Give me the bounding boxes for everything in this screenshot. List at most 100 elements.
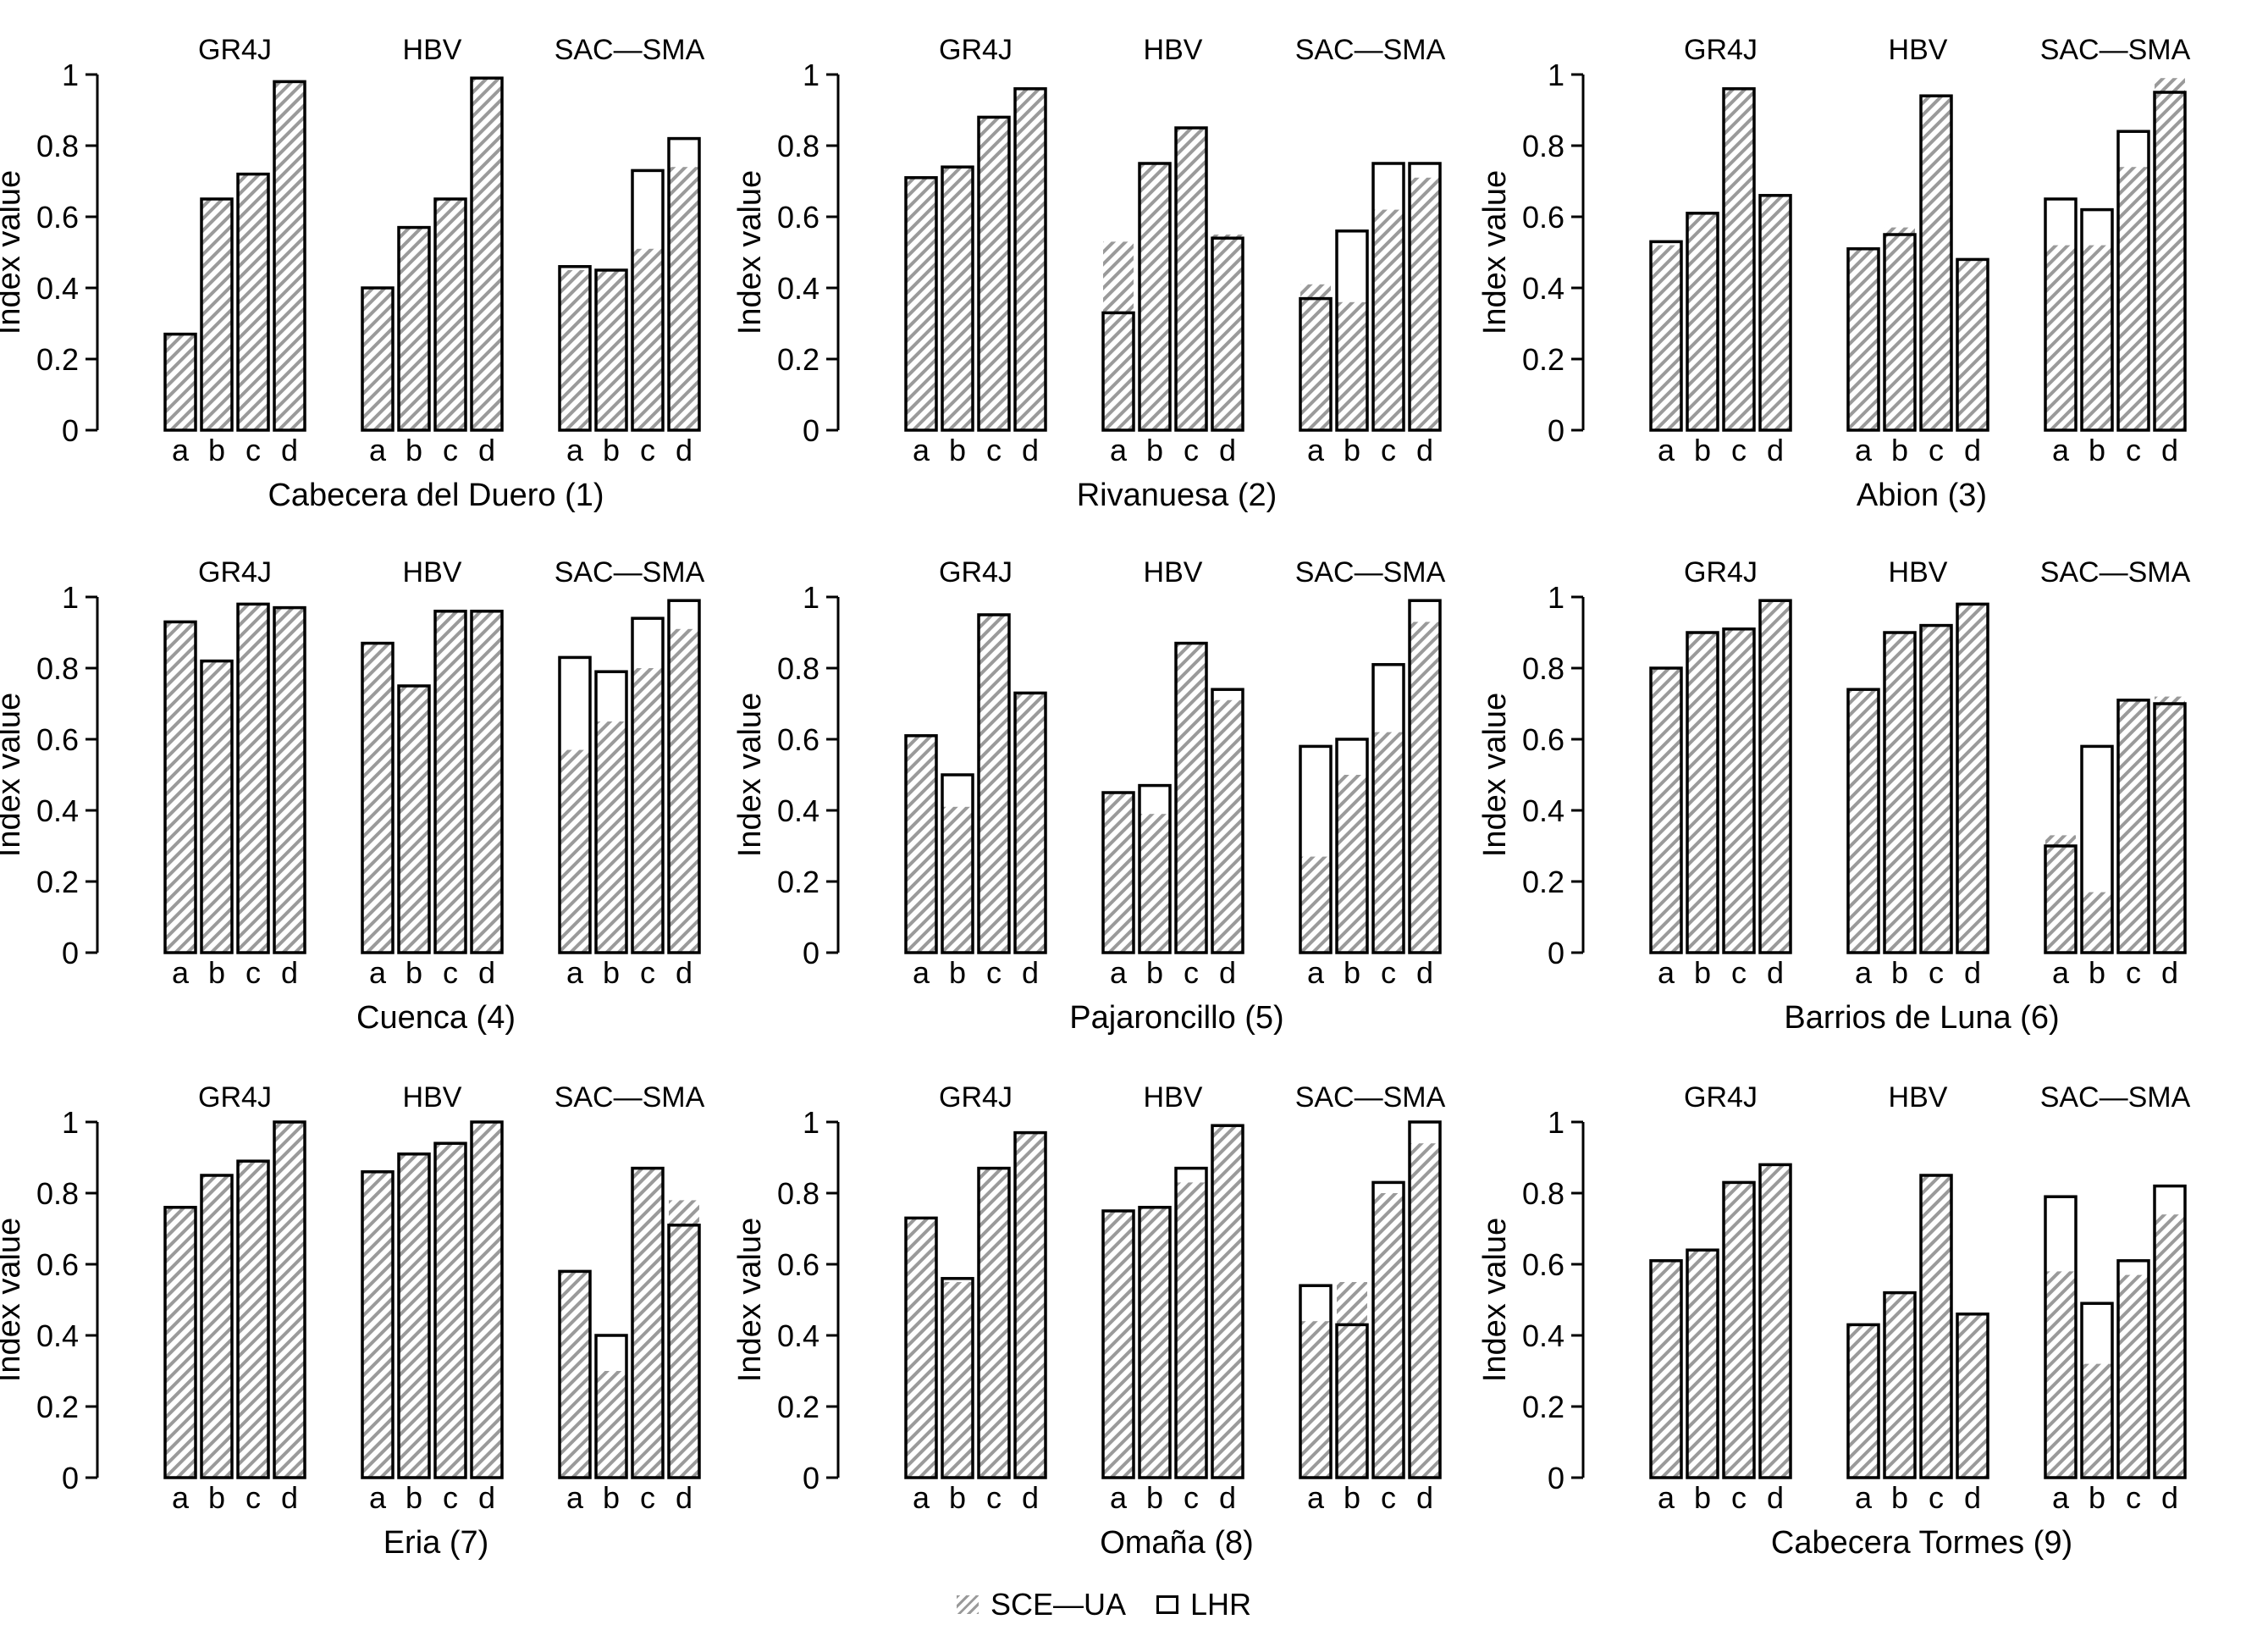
model-label: GR4J xyxy=(1684,556,1758,589)
bar-sce-ua xyxy=(435,611,466,953)
bar-sce-ua xyxy=(906,735,936,953)
bar-lhr xyxy=(200,1174,234,1479)
bar-sce-ua xyxy=(1212,235,1243,430)
bar-lhr xyxy=(941,165,974,432)
x-tick-label: d xyxy=(676,955,693,990)
bar-lhr xyxy=(1919,1174,1953,1479)
x-tick-label: d xyxy=(2161,433,2178,467)
bar-lhr xyxy=(977,613,1011,954)
y-tick-label: 0.2 xyxy=(36,1390,79,1424)
bar-lhr xyxy=(1758,599,1792,954)
x-tick-label: c xyxy=(2126,1480,2141,1515)
bar-sce-ua xyxy=(1724,88,1754,431)
bar-lhr xyxy=(1956,257,1989,432)
x-tick-label: c xyxy=(1929,433,1944,467)
bar-sce-ua xyxy=(1337,301,1367,430)
x-tick-label: c xyxy=(986,955,1002,990)
bar-lhr xyxy=(1174,126,1208,432)
x-tick-label: b xyxy=(949,1480,966,1515)
bar-sce-ua xyxy=(1921,625,1951,953)
x-tick-label: a xyxy=(369,433,387,467)
bar-lhr xyxy=(977,115,1011,432)
y-axis-title: Index value xyxy=(732,1218,768,1382)
bar-sce-ua xyxy=(1687,1250,1718,1478)
x-tick-label: d xyxy=(1416,433,1433,467)
bar-lhr xyxy=(163,332,197,432)
bar-sce-ua xyxy=(906,1218,936,1478)
y-tick-label: 0.6 xyxy=(777,200,819,235)
model-label: SAC—SMA xyxy=(555,34,705,66)
bar-sce-ua xyxy=(560,270,590,430)
bar-lhr xyxy=(1335,1323,1369,1479)
bar-lhr xyxy=(1408,599,1442,954)
bar-lhr xyxy=(1408,162,1442,432)
bar-lhr xyxy=(1883,631,1917,954)
bar-sce-ua xyxy=(2118,167,2149,430)
x-tick-label: d xyxy=(478,433,495,467)
bar-sce-ua xyxy=(1176,643,1206,953)
bar-lhr xyxy=(594,1334,628,1479)
bar-sce-ua xyxy=(979,117,1009,430)
bar-lhr xyxy=(1101,311,1135,432)
bar-sce-ua xyxy=(1884,633,1915,953)
bar-sce-ua xyxy=(560,1271,590,1478)
bar-sce-ua xyxy=(472,1122,502,1478)
bar-sce-ua xyxy=(435,1143,466,1478)
bar-lhr xyxy=(1371,1180,1405,1479)
x-tick-label: b xyxy=(949,433,966,467)
x-tick-label: d xyxy=(2161,955,2178,990)
bar-lhr xyxy=(361,641,395,954)
model-label: HBV xyxy=(1144,34,1203,66)
bar-sce-ua xyxy=(2118,699,2149,953)
bar-sce-ua xyxy=(274,1122,305,1478)
y-tick-label: 1 xyxy=(62,58,79,92)
bar-lhr xyxy=(236,1159,270,1479)
bar-lhr xyxy=(1956,1313,1989,1479)
x-tick-label: d xyxy=(1022,433,1039,467)
x-tick-label: a xyxy=(1307,433,1325,467)
bar-lhr xyxy=(1101,791,1135,954)
x-tick-label: a xyxy=(913,955,930,990)
model-label: SAC—SMA xyxy=(1295,556,1446,589)
bar-lhr xyxy=(594,268,628,432)
y-tick-label: 0.6 xyxy=(1522,200,1564,235)
x-tick-label: d xyxy=(281,1480,298,1515)
y-tick-label: 0 xyxy=(803,1461,819,1495)
bar-lhr xyxy=(904,176,938,432)
x-tick-label: b xyxy=(949,955,966,990)
panel-title: Cuenca (4) xyxy=(356,1000,516,1036)
x-tick-label: b xyxy=(2089,955,2105,990)
model-label: HBV xyxy=(1144,556,1203,589)
x-tick-label: a xyxy=(1855,433,1873,467)
bar-sce-ua xyxy=(1373,209,1404,430)
x-tick-label: b xyxy=(208,955,225,990)
y-tick-label: 0.2 xyxy=(1522,865,1564,899)
bar-sce-ua xyxy=(1884,1292,1915,1478)
bar-lhr xyxy=(236,602,270,954)
y-tick-label: 0.2 xyxy=(777,865,819,899)
x-tick-label: c xyxy=(640,433,655,467)
bar-lhr xyxy=(273,1120,306,1479)
bar-sce-ua xyxy=(435,199,466,430)
bar-lhr xyxy=(1138,783,1172,954)
bar-sce-ua xyxy=(1884,227,1915,430)
bar-sce-ua xyxy=(632,668,663,953)
bar-lhr xyxy=(631,616,665,954)
bar-lhr xyxy=(397,1152,431,1479)
x-tick-label: b xyxy=(603,955,620,990)
x-tick-label: d xyxy=(281,433,298,467)
bar-sce-ua xyxy=(274,607,305,953)
bar-sce-ua xyxy=(238,1161,268,1478)
bar-sce-ua xyxy=(165,1207,196,1478)
bar-lhr xyxy=(163,620,197,954)
x-tick-label: c xyxy=(1381,955,1396,990)
x-tick-label: d xyxy=(1219,1480,1236,1515)
x-tick-label: c xyxy=(2126,955,2141,990)
bar-sce-ua xyxy=(2118,1274,2149,1478)
bar-sce-ua xyxy=(1760,1164,1791,1478)
bar-lhr xyxy=(2080,1302,2114,1479)
bar-lhr xyxy=(1371,663,1405,954)
bar-sce-ua xyxy=(2155,696,2185,953)
